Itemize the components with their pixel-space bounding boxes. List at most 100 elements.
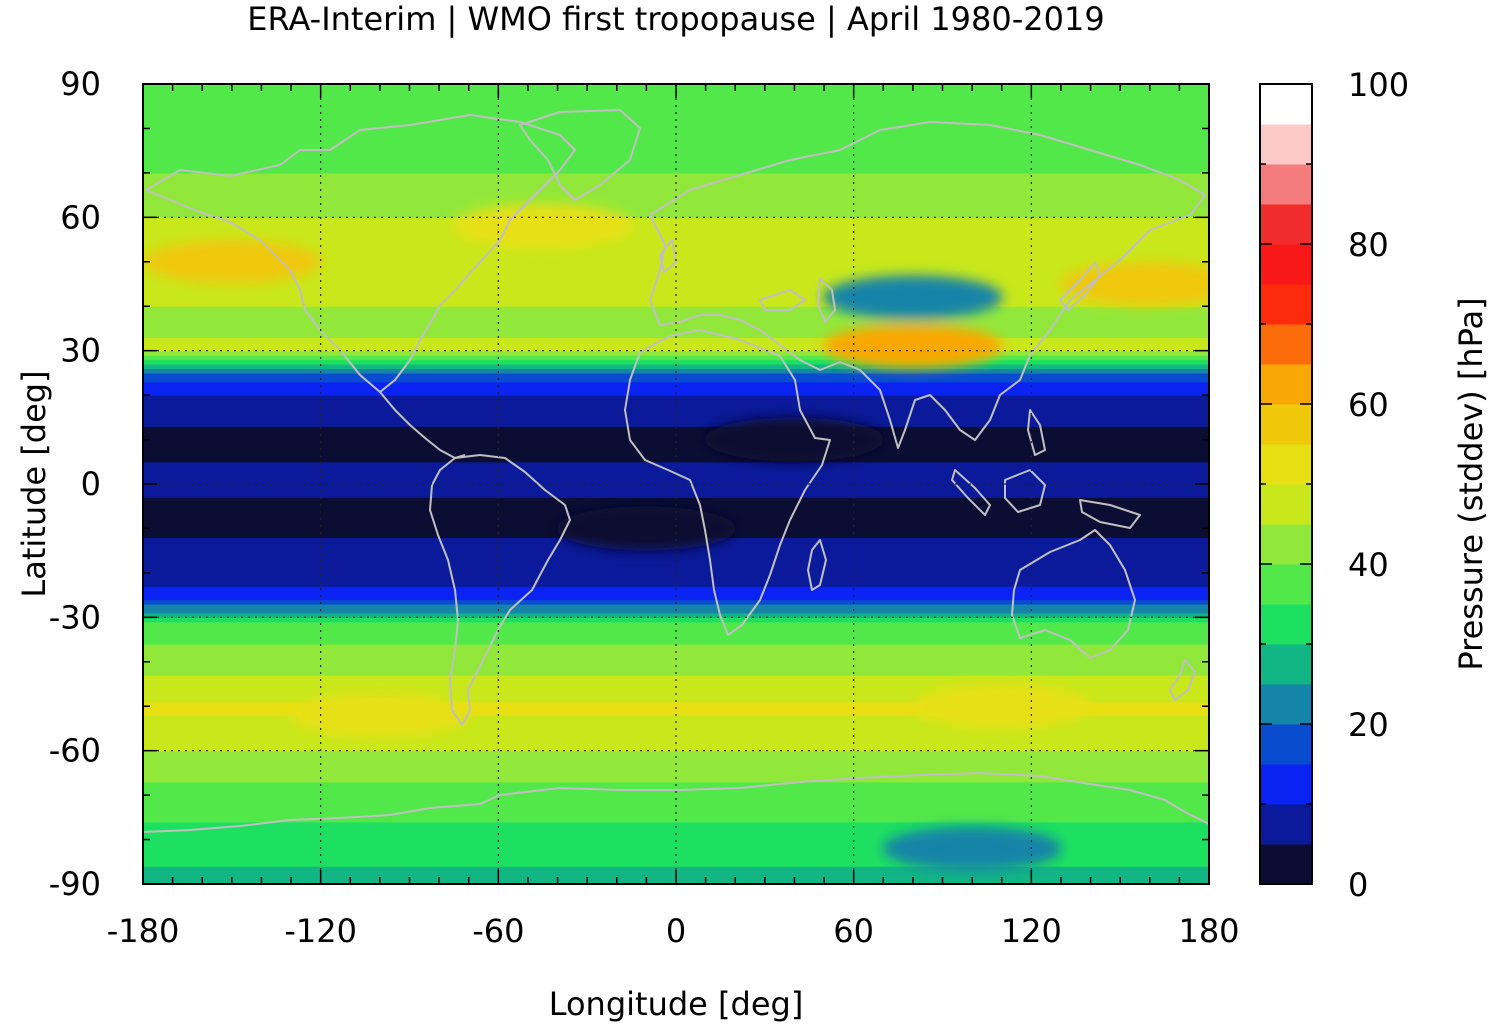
heatmap-band <box>143 772 1209 778</box>
grid-lines <box>143 84 1209 884</box>
coastline-australia <box>1011 529 1136 659</box>
heatmap-band <box>143 239 1209 245</box>
heatmap-anomaly <box>289 693 470 738</box>
colorbar-tick-label: 80 <box>1348 226 1389 264</box>
heatmap-band <box>143 839 1209 845</box>
heatmap-band <box>143 217 1209 223</box>
y-tick-label: -60 <box>49 732 101 770</box>
colorbar-swatch <box>1260 684 1312 725</box>
x-tick-label: 120 <box>1001 912 1062 950</box>
heatmap-band <box>143 181 1209 187</box>
y-tick-label: 0 <box>81 465 101 503</box>
heatmap-band <box>143 101 1209 107</box>
heatmap-band <box>143 421 1209 427</box>
colorbar-swatch <box>1260 364 1312 405</box>
heatmap-band <box>143 692 1209 698</box>
heatmap-band <box>143 790 1209 796</box>
heatmap-band <box>143 364 1209 370</box>
heatmap-band <box>143 746 1209 752</box>
coastline-eurasia <box>649 121 1206 449</box>
heatmap-band <box>143 199 1209 205</box>
coastline-new-zealand <box>1169 659 1196 701</box>
colorbar-swatch <box>1260 764 1312 805</box>
x-tick-label: 60 <box>833 912 874 950</box>
heatmap-band <box>143 186 1209 192</box>
colorbar-tick-label: 60 <box>1348 386 1389 424</box>
x-axis-ticks: -180 -120 -60 0 60 120 180 <box>107 84 1240 950</box>
heatmap-band <box>143 661 1209 667</box>
heatmap-band <box>143 617 1209 623</box>
heatmap-band <box>143 150 1209 156</box>
heatmap-band <box>143 666 1209 672</box>
heatmap-band <box>143 581 1209 587</box>
heatmap-anomaly <box>822 275 1003 320</box>
coastline-black-sea <box>759 289 806 311</box>
heatmap-band <box>143 466 1209 472</box>
heatmap-band <box>143 128 1209 134</box>
heatmap-band <box>143 821 1209 827</box>
colorbar-tick-label: 20 <box>1348 706 1389 744</box>
heatmap-band <box>143 177 1209 183</box>
heatmap-band <box>143 315 1209 321</box>
heatmap-band <box>143 457 1209 463</box>
coastline-antarctica <box>143 772 1209 833</box>
colorbar-swatch <box>1260 804 1312 845</box>
heatmap-band <box>143 252 1209 258</box>
colorbar-swatch <box>1260 604 1312 645</box>
colorbar-tick-label: 0 <box>1348 866 1368 904</box>
heatmap-band <box>143 764 1209 770</box>
heatmap-band <box>143 230 1209 236</box>
heatmap-band <box>143 435 1209 441</box>
heatmap-anomaly <box>452 204 633 249</box>
heatmap-band <box>143 288 1209 294</box>
colorbar-swatch <box>1260 444 1312 485</box>
heatmap-band <box>143 701 1209 707</box>
y-tick-label: 60 <box>60 198 101 236</box>
heatmap-band <box>143 639 1209 645</box>
heatmap-band <box>143 559 1209 565</box>
colorbar-swatch <box>1260 404 1312 445</box>
heatmap-band <box>143 741 1209 747</box>
coastline-north-america <box>145 114 576 393</box>
heatmap-band <box>143 297 1209 303</box>
heatmap-band <box>143 737 1209 743</box>
colorbar-swatch <box>1260 844 1312 885</box>
heatmap-band <box>143 279 1209 285</box>
colorbar-swatch <box>1260 724 1312 765</box>
heatmap-band <box>143 808 1209 814</box>
heatmap-band <box>143 484 1209 490</box>
x-tick-label: -180 <box>107 912 180 950</box>
colorbar-swatch <box>1260 284 1312 325</box>
coastline-new-guinea <box>1079 499 1141 529</box>
heatmap-band <box>143 648 1209 654</box>
heatmap-band <box>143 412 1209 418</box>
x-tick-label: 180 <box>1178 912 1239 950</box>
heatmap-band <box>143 430 1209 436</box>
heatmap-band <box>143 350 1209 356</box>
heatmap-band <box>143 675 1209 681</box>
coastline-greenland <box>519 109 641 201</box>
heatmap-band <box>143 386 1209 392</box>
heatmap-band <box>143 155 1209 161</box>
heatmap-band <box>143 212 1209 218</box>
heatmap-band <box>143 826 1209 832</box>
heatmap-band <box>143 697 1209 703</box>
colorbar-swatch <box>1260 164 1312 205</box>
heatmap-band <box>143 497 1209 503</box>
y-tick-label: 30 <box>60 332 101 370</box>
heatmap-band <box>143 626 1209 632</box>
heatmap-band <box>143 141 1209 147</box>
colorbar-swatch <box>1260 484 1312 525</box>
heatmap-band <box>143 644 1209 650</box>
heatmap-band <box>143 835 1209 841</box>
y-tick-label: 90 <box>60 65 101 103</box>
coastline-borneo <box>1004 469 1046 513</box>
heatmap-band <box>143 337 1209 343</box>
heatmap-band <box>143 448 1209 454</box>
heatmap-band <box>143 444 1209 450</box>
heatmap-band <box>143 710 1209 716</box>
heatmap-anomaly <box>143 239 322 284</box>
heatmap-band <box>143 750 1209 756</box>
y-axis-ticks: 90 60 30 0 -30 -60 -90 <box>49 65 1209 903</box>
